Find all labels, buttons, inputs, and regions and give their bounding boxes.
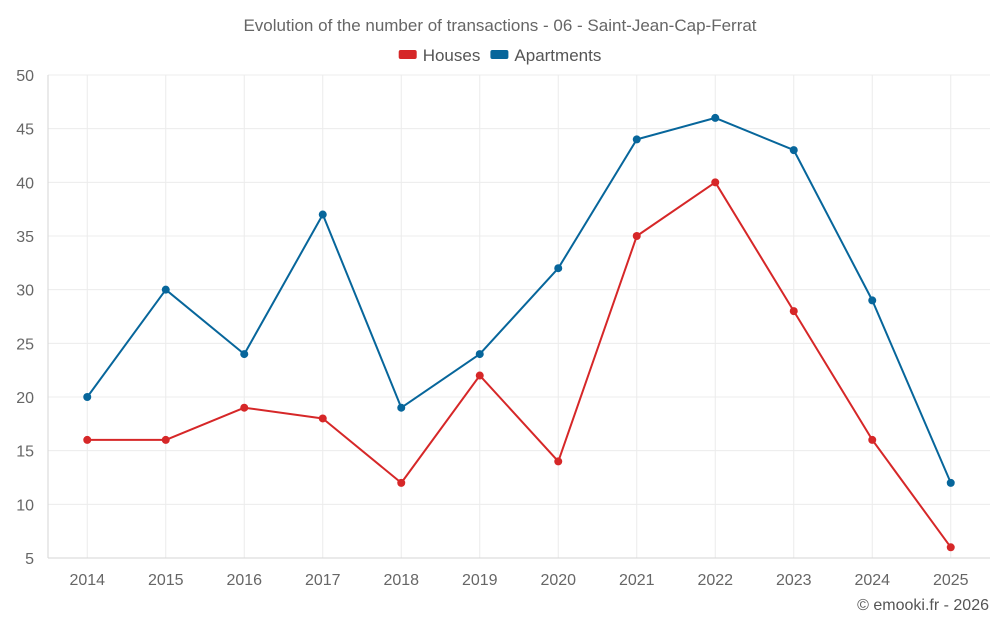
grid-lines	[48, 74, 990, 559]
houses-point[interactable]	[554, 457, 563, 466]
houses-point[interactable]	[240, 403, 249, 412]
apartments-line	[86, 116, 952, 484]
legend-swatch-houses	[398, 50, 417, 59]
apartments-point[interactable]	[161, 285, 170, 294]
x-tick-label: 2021	[619, 572, 655, 589]
y-tick-label: 15	[16, 444, 34, 461]
legend-swatch-apartments	[490, 50, 509, 59]
y-tick-label: 25	[16, 336, 34, 353]
apartments-point[interactable]	[946, 478, 955, 487]
series-layer	[83, 113, 955, 552]
houses-point[interactable]	[868, 435, 877, 444]
houses-point[interactable]	[475, 371, 484, 380]
apartments-point[interactable]	[83, 393, 92, 401]
apartments-point[interactable]	[397, 403, 406, 412]
legend-item-apartments[interactable]: Apartments	[490, 46, 601, 65]
x-tick-label: 2015	[148, 572, 184, 589]
houses-point[interactable]	[161, 435, 170, 444]
y-axis-ticks: 5 10 15 20 25 30 35 40 45 50	[16, 68, 34, 568]
y-tick-label: 35	[16, 229, 34, 246]
series-apartments	[83, 113, 955, 487]
y-tick-label: 40	[16, 175, 34, 192]
credit-text: © emooki.fr - 2026	[857, 597, 989, 614]
apartments-point[interactable]	[240, 350, 249, 359]
legend-item-houses[interactable]: Houses	[398, 46, 481, 65]
apartments-point[interactable]	[475, 350, 484, 359]
y-tick-label: 30	[16, 283, 34, 300]
legend[interactable]: Houses Apartments	[398, 46, 602, 65]
x-tick-label: 2024	[854, 572, 890, 589]
houses-point[interactable]	[83, 435, 92, 444]
apartments-point[interactable]	[318, 210, 327, 219]
series-houses	[83, 178, 955, 552]
houses-line	[87, 181, 952, 548]
apartments-point[interactable]	[554, 264, 563, 273]
houses-point[interactable]	[946, 543, 955, 552]
legend-label-houses: Houses	[423, 46, 481, 65]
houses-point[interactable]	[632, 232, 641, 240]
x-tick-label: 2025	[933, 572, 969, 589]
y-tick-label: 45	[16, 122, 34, 139]
y-tick-label: 10	[16, 497, 34, 514]
houses-point[interactable]	[789, 307, 798, 316]
chart-title: Evolution of the number of transactions …	[243, 16, 756, 35]
x-tick-label: 2018	[383, 572, 419, 589]
x-tick-label: 2023	[776, 572, 812, 589]
y-tick-label: 20	[16, 390, 34, 407]
x-tick-label: 2022	[697, 572, 733, 589]
legend-label-apartments: Apartments	[514, 46, 601, 65]
houses-point[interactable]	[318, 414, 327, 423]
houses-point[interactable]	[711, 178, 720, 187]
axes	[47, 75, 990, 559]
x-tick-label: 2016	[226, 572, 262, 589]
apartments-point[interactable]	[711, 113, 720, 122]
x-tick-label: 2014	[69, 572, 105, 589]
apartments-point[interactable]	[789, 146, 798, 155]
apartments-point[interactable]	[868, 296, 877, 305]
apartments-point[interactable]	[632, 135, 641, 144]
houses-point[interactable]	[397, 478, 406, 487]
y-tick-label: 5	[25, 551, 34, 568]
x-axis-ticks: 2014 2015 2016 2017 2018 2019 2020 2021 2022 2023…	[69, 572, 968, 589]
x-tick-label: 2017	[305, 572, 341, 589]
x-tick-label: 2020	[540, 572, 576, 589]
y-tick-label: 50	[16, 68, 34, 85]
x-tick-label: 2019	[462, 572, 498, 589]
